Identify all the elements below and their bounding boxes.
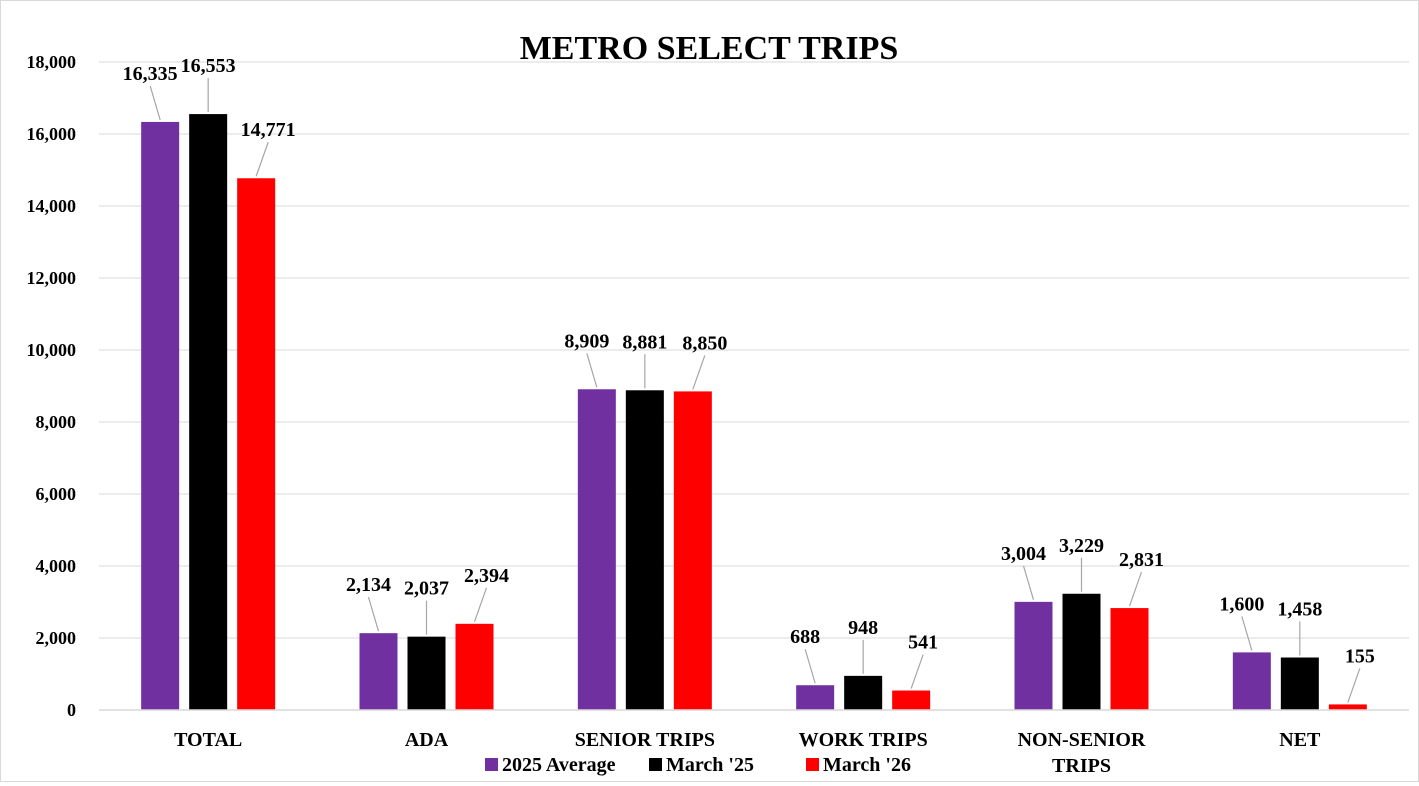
leader-line xyxy=(255,142,269,177)
legend: 2025 Average March '25 March '26 xyxy=(485,754,911,776)
y-tick-label: 0 xyxy=(67,700,76,720)
data-label: 8,881 xyxy=(622,331,667,353)
x-category-label: NET xyxy=(1279,729,1321,751)
legend-swatch xyxy=(485,758,498,771)
legend-label: 2025 Average xyxy=(502,754,616,776)
bar xyxy=(141,121,180,710)
leader-line xyxy=(1347,668,1361,703)
y-tick-label: 4,000 xyxy=(36,556,77,576)
legend-swatch xyxy=(649,758,662,771)
bar xyxy=(359,633,398,710)
y-tick-label: 18,000 xyxy=(27,52,77,72)
data-label: 541 xyxy=(908,632,938,654)
data-label: 8,850 xyxy=(682,332,727,354)
data-label: 8,909 xyxy=(564,330,609,352)
leader-line xyxy=(804,649,816,684)
leader-line xyxy=(149,85,161,121)
bar xyxy=(796,685,835,710)
label-leader-lines xyxy=(149,78,1361,703)
data-label: 2,134 xyxy=(346,574,391,596)
bar xyxy=(1062,593,1101,710)
bar xyxy=(577,389,616,710)
bar xyxy=(189,114,228,711)
y-tick-label: 14,000 xyxy=(27,196,77,216)
data-label: 2,831 xyxy=(1119,549,1164,571)
leader-line xyxy=(1128,571,1143,607)
bar xyxy=(673,391,712,710)
leader-line xyxy=(910,654,924,689)
y-tick-label: 16,000 xyxy=(27,124,77,144)
legend-label: March '25 xyxy=(666,754,754,776)
y-tick-label: 10,000 xyxy=(27,340,77,360)
bars xyxy=(141,114,1367,711)
bar xyxy=(1110,608,1149,710)
bar xyxy=(892,690,931,710)
x-category-label: NON-SENIOR xyxy=(1018,729,1146,751)
bar xyxy=(844,675,883,710)
x-category-label: ADA xyxy=(405,729,449,751)
y-axis: 0 2,000 4,000 6,000 8,000 10,000 12,000 14,000 1… xyxy=(27,52,77,720)
y-tick-label: 6,000 xyxy=(36,484,77,504)
data-label: 3,004 xyxy=(1001,543,1046,565)
data-label: 14,771 xyxy=(241,119,296,141)
leader-line xyxy=(1022,565,1035,601)
data-label: 688 xyxy=(790,626,820,648)
data-label: 2,394 xyxy=(464,565,509,587)
leader-line xyxy=(367,597,380,632)
leader-line xyxy=(586,353,598,388)
data-label: 16,335 xyxy=(123,63,178,85)
chart-title: METRO SELECT TRIPS xyxy=(520,30,899,67)
data-label: 16,553 xyxy=(181,55,236,77)
data-label: 1,600 xyxy=(1219,593,1264,615)
legend-label: March '26 xyxy=(823,754,911,776)
leader-line xyxy=(1241,616,1253,651)
bar xyxy=(1280,657,1319,710)
bar xyxy=(625,390,664,710)
data-label: 948 xyxy=(848,617,878,639)
bar xyxy=(237,178,276,710)
y-tick-label: 8,000 xyxy=(36,412,77,432)
data-label: 3,229 xyxy=(1059,535,1104,557)
leader-line xyxy=(473,587,488,623)
x-category-label: WORK TRIPS xyxy=(799,729,928,751)
data-labels: 16,335 2,134 8,909 688 3,004 1,600 16,553 2,037… xyxy=(123,55,1375,667)
y-tick-label: 2,000 xyxy=(36,628,77,648)
bar xyxy=(407,636,446,710)
data-label: 1,458 xyxy=(1277,599,1322,621)
legend-swatch xyxy=(806,758,819,771)
bar xyxy=(1232,652,1271,710)
bar xyxy=(1328,704,1367,710)
x-category-label: TRIPS xyxy=(1052,755,1111,777)
x-category-label: SENIOR TRIPS xyxy=(575,729,715,751)
y-tick-label: 12,000 xyxy=(27,268,77,288)
data-label: 2,037 xyxy=(404,578,449,600)
bar xyxy=(1014,601,1053,710)
bar xyxy=(455,623,494,710)
x-axis: TOTAL ADA SENIOR TRIPS WORK TRIPS NON-SENIOR… xyxy=(99,709,1409,777)
x-category-label: TOTAL xyxy=(174,729,242,751)
data-label: 155 xyxy=(1345,645,1375,667)
gridlines xyxy=(99,61,1409,711)
leader-line xyxy=(692,355,706,390)
